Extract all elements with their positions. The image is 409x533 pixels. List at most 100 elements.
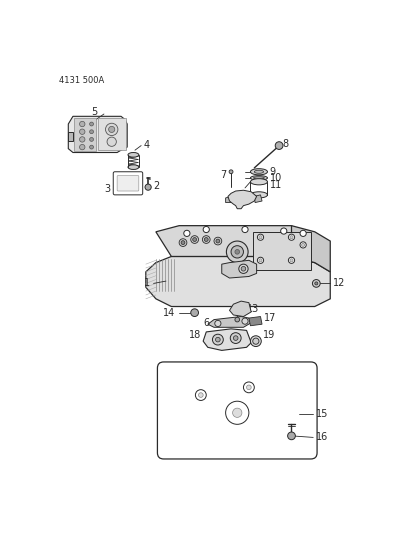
- Ellipse shape: [250, 168, 267, 175]
- Ellipse shape: [250, 175, 267, 180]
- Polygon shape: [221, 260, 256, 278]
- Text: 13: 13: [246, 304, 258, 314]
- Circle shape: [107, 137, 116, 147]
- Text: 10: 10: [269, 173, 281, 183]
- Circle shape: [226, 241, 247, 263]
- Circle shape: [183, 230, 189, 237]
- Circle shape: [213, 237, 221, 245]
- FancyBboxPatch shape: [157, 362, 316, 459]
- Polygon shape: [229, 301, 251, 317]
- Circle shape: [287, 432, 294, 440]
- Text: 4131 500A: 4131 500A: [59, 76, 104, 85]
- Circle shape: [274, 142, 282, 149]
- Circle shape: [241, 318, 247, 324]
- Circle shape: [179, 239, 187, 246]
- Polygon shape: [68, 132, 73, 141]
- Circle shape: [299, 230, 306, 237]
- FancyBboxPatch shape: [113, 172, 142, 195]
- Ellipse shape: [128, 152, 139, 157]
- Polygon shape: [227, 190, 256, 209]
- Text: 17: 17: [264, 313, 276, 323]
- Circle shape: [90, 130, 93, 134]
- Text: 15: 15: [315, 409, 327, 419]
- Polygon shape: [225, 196, 231, 203]
- Circle shape: [190, 236, 198, 244]
- Circle shape: [195, 390, 206, 400]
- Circle shape: [288, 234, 294, 240]
- Circle shape: [202, 236, 210, 244]
- Polygon shape: [248, 317, 261, 326]
- Circle shape: [79, 122, 85, 127]
- Circle shape: [105, 123, 118, 135]
- Circle shape: [257, 234, 263, 240]
- Polygon shape: [68, 116, 127, 152]
- Text: 8: 8: [281, 139, 288, 149]
- Text: 5: 5: [91, 107, 97, 117]
- Circle shape: [79, 137, 85, 142]
- Circle shape: [229, 170, 232, 174]
- Text: 18: 18: [188, 330, 200, 340]
- Text: 4: 4: [143, 140, 149, 150]
- Text: 14: 14: [163, 308, 175, 318]
- Circle shape: [312, 280, 319, 287]
- Circle shape: [289, 259, 292, 262]
- Circle shape: [301, 244, 304, 246]
- Text: 7: 7: [220, 170, 226, 180]
- Ellipse shape: [253, 177, 264, 179]
- Circle shape: [90, 138, 93, 141]
- Circle shape: [204, 238, 208, 241]
- Circle shape: [234, 249, 239, 254]
- Circle shape: [108, 126, 115, 133]
- Text: 16: 16: [315, 432, 327, 442]
- Text: 1: 1: [144, 278, 150, 288]
- Text: 3: 3: [105, 184, 111, 195]
- Circle shape: [192, 238, 196, 241]
- Circle shape: [212, 334, 223, 345]
- Text: 2: 2: [153, 181, 160, 191]
- Circle shape: [90, 122, 93, 126]
- Circle shape: [214, 320, 220, 327]
- Polygon shape: [146, 256, 329, 306]
- Bar: [252, 232, 310, 270]
- Circle shape: [233, 336, 238, 341]
- Circle shape: [202, 227, 209, 232]
- Text: 6: 6: [203, 318, 209, 328]
- Circle shape: [258, 259, 261, 262]
- Polygon shape: [74, 118, 96, 151]
- Circle shape: [181, 241, 184, 245]
- Ellipse shape: [128, 165, 139, 169]
- Circle shape: [258, 236, 261, 239]
- Text: 9: 9: [269, 167, 275, 177]
- Circle shape: [190, 309, 198, 317]
- Ellipse shape: [254, 170, 263, 173]
- Polygon shape: [97, 118, 125, 150]
- Polygon shape: [207, 317, 251, 327]
- Circle shape: [231, 246, 243, 258]
- FancyBboxPatch shape: [117, 175, 139, 191]
- Circle shape: [230, 333, 240, 343]
- Circle shape: [145, 184, 151, 190]
- Circle shape: [288, 257, 294, 263]
- Circle shape: [252, 338, 258, 344]
- Circle shape: [198, 393, 202, 398]
- Circle shape: [240, 266, 245, 271]
- Text: 12: 12: [332, 278, 344, 288]
- Circle shape: [243, 382, 254, 393]
- Circle shape: [246, 385, 251, 390]
- Polygon shape: [291, 225, 329, 272]
- Circle shape: [215, 337, 220, 342]
- Ellipse shape: [250, 192, 267, 198]
- Ellipse shape: [250, 179, 267, 185]
- Circle shape: [234, 317, 239, 322]
- Circle shape: [79, 129, 85, 134]
- Circle shape: [225, 401, 248, 424]
- Circle shape: [314, 282, 317, 285]
- Circle shape: [232, 408, 241, 417]
- Text: 11: 11: [269, 180, 281, 190]
- Circle shape: [250, 336, 261, 346]
- Circle shape: [241, 227, 247, 232]
- Circle shape: [90, 145, 93, 149]
- Text: 19: 19: [262, 330, 274, 340]
- Circle shape: [289, 236, 292, 239]
- Circle shape: [216, 239, 219, 243]
